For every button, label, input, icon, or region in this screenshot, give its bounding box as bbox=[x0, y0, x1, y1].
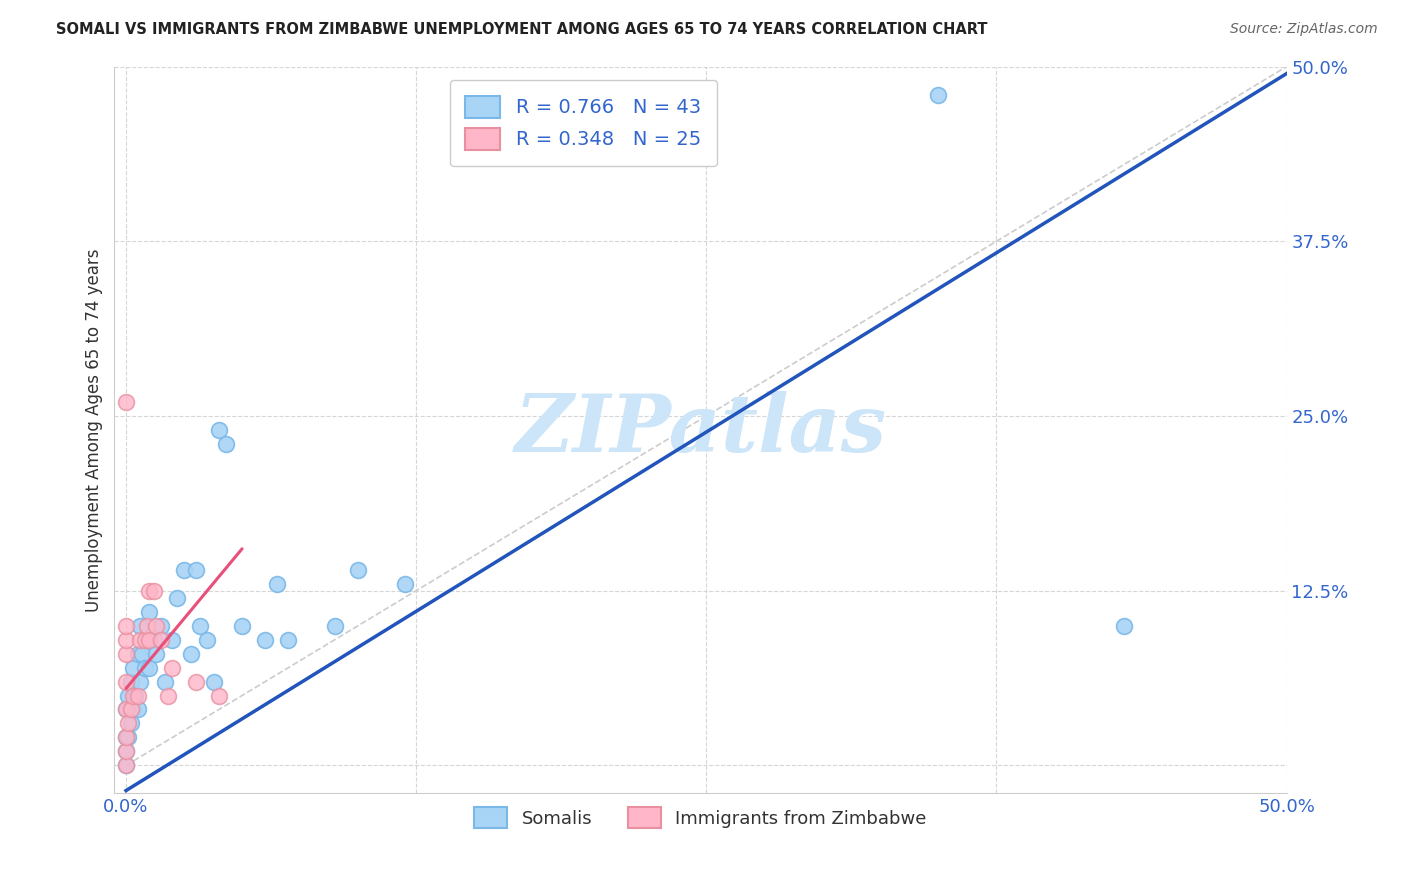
Point bbox=[120, 716, 142, 731]
Point bbox=[195, 632, 218, 647]
Point bbox=[1114, 618, 1136, 632]
Point bbox=[117, 716, 139, 731]
Point bbox=[323, 618, 346, 632]
Point bbox=[927, 87, 949, 102]
Point bbox=[122, 660, 145, 674]
Point bbox=[394, 576, 416, 591]
Point bbox=[135, 632, 157, 647]
Point bbox=[162, 632, 184, 647]
Point bbox=[138, 632, 160, 647]
Point bbox=[117, 731, 139, 745]
Point bbox=[134, 632, 156, 647]
Point bbox=[156, 689, 179, 703]
Legend: Somalis, Immigrants from Zimbabwe: Somalis, Immigrants from Zimbabwe bbox=[467, 800, 934, 835]
Point bbox=[138, 605, 160, 619]
Point bbox=[149, 632, 172, 647]
Point bbox=[115, 702, 138, 716]
Point bbox=[115, 758, 138, 772]
Point bbox=[166, 591, 188, 605]
Point bbox=[134, 660, 156, 674]
Point bbox=[184, 674, 207, 689]
Point bbox=[266, 576, 288, 591]
Point bbox=[149, 618, 172, 632]
Point bbox=[127, 689, 149, 703]
Point bbox=[184, 563, 207, 577]
Point bbox=[117, 689, 139, 703]
Point bbox=[231, 618, 253, 632]
Point bbox=[145, 618, 167, 632]
Point bbox=[162, 660, 184, 674]
Point bbox=[208, 423, 231, 437]
Point bbox=[115, 632, 138, 647]
Point bbox=[138, 583, 160, 598]
Point bbox=[115, 674, 138, 689]
Point bbox=[142, 583, 165, 598]
Point bbox=[215, 437, 238, 451]
Point bbox=[115, 647, 138, 661]
Point bbox=[120, 702, 142, 716]
Text: SOMALI VS IMMIGRANTS FROM ZIMBABWE UNEMPLOYMENT AMONG AGES 65 TO 74 YEARS CORREL: SOMALI VS IMMIGRANTS FROM ZIMBABWE UNEMP… bbox=[56, 22, 988, 37]
Point bbox=[115, 702, 138, 716]
Y-axis label: Unemployment Among Ages 65 to 74 years: Unemployment Among Ages 65 to 74 years bbox=[86, 248, 103, 612]
Point bbox=[120, 674, 142, 689]
Point bbox=[115, 395, 138, 409]
Point bbox=[180, 647, 202, 661]
Point bbox=[129, 632, 152, 647]
Point bbox=[202, 674, 225, 689]
Point bbox=[347, 563, 370, 577]
Point bbox=[115, 744, 138, 758]
Point bbox=[115, 744, 138, 758]
Text: Source: ZipAtlas.com: Source: ZipAtlas.com bbox=[1230, 22, 1378, 37]
Point bbox=[115, 731, 138, 745]
Point bbox=[127, 647, 149, 661]
Point bbox=[277, 632, 299, 647]
Point bbox=[122, 702, 145, 716]
Point bbox=[254, 632, 277, 647]
Point bbox=[155, 674, 177, 689]
Point bbox=[173, 563, 195, 577]
Text: ZIPatlas: ZIPatlas bbox=[515, 392, 887, 468]
Point bbox=[131, 647, 153, 661]
Point bbox=[208, 689, 231, 703]
Point bbox=[138, 660, 160, 674]
Point bbox=[135, 618, 157, 632]
Point bbox=[115, 618, 138, 632]
Point bbox=[142, 632, 165, 647]
Point bbox=[115, 731, 138, 745]
Point bbox=[115, 758, 138, 772]
Point bbox=[127, 702, 149, 716]
Point bbox=[129, 618, 152, 632]
Point bbox=[122, 689, 145, 703]
Point bbox=[145, 647, 167, 661]
Point bbox=[124, 689, 146, 703]
Point bbox=[188, 618, 211, 632]
Point bbox=[129, 674, 152, 689]
